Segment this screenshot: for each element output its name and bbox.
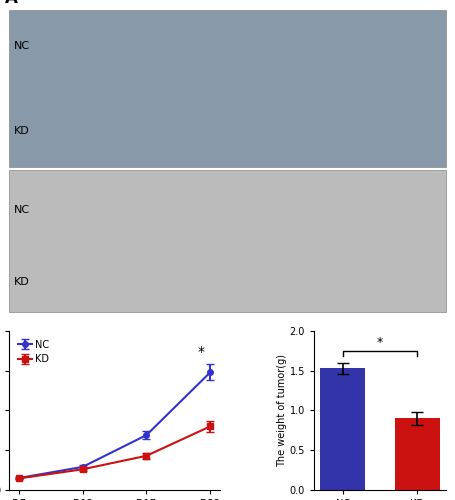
Text: NC: NC	[14, 204, 30, 214]
Legend: NC, KD: NC, KD	[14, 336, 53, 368]
Text: NC: NC	[14, 42, 30, 51]
Text: KD: KD	[14, 126, 29, 136]
Text: *: *	[377, 336, 383, 349]
Bar	[320, 368, 365, 490]
Text: A: A	[5, 0, 18, 7]
Text: *: *	[197, 344, 204, 358]
FancyBboxPatch shape	[9, 10, 446, 167]
Bar	[395, 418, 440, 490]
Text: KD: KD	[14, 277, 29, 287]
FancyBboxPatch shape	[9, 170, 446, 312]
Y-axis label: The weight of tumor(g): The weight of tumor(g)	[277, 354, 287, 467]
